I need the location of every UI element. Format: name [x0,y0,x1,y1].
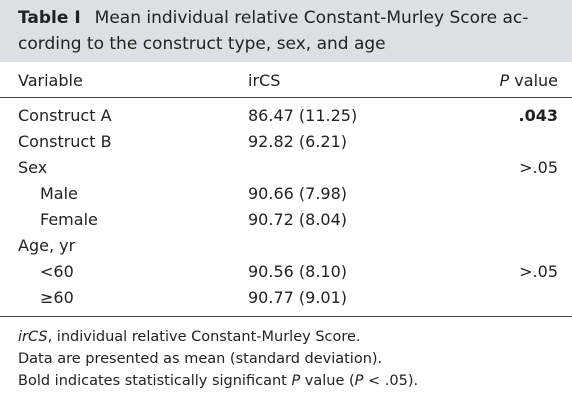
footnote-abbr-text: , individual relative Constant-Murley Sc… [47,329,361,345]
header-variable: Variable [18,71,83,90]
table-row: Age, yr [0,233,572,259]
row-variable: Construct B [18,132,112,151]
row-ircs: 90.77 (9.01) [248,288,347,307]
table-bottom-rule [0,316,572,317]
row-p-value: .043 [518,106,558,125]
header-p-rest: value [509,71,558,90]
header-row: Variable irCS P value [0,68,572,94]
table-footnotes: irCS, individual relative Constant-Murle… [18,326,563,392]
table-row: Female 90.72 (8.04) [0,207,572,233]
footnote-p-letter: P [291,373,301,389]
row-variable: Construct A [18,106,112,125]
header-p-value: P value [500,68,558,94]
footnote-bold-text-b: value ( [300,373,355,389]
caption-text-1: Mean individual relative Constant-Murley… [94,8,529,28]
table-row: ≥60 90.77 (9.01) [0,285,572,311]
footnote-data-note: Data are presented as mean (standard dev… [18,351,383,367]
footnote-p-letter-2: P [354,373,364,389]
row-ircs: 92.82 (6.21) [248,132,347,151]
row-variable: Age, yr [18,236,76,255]
table-row: Construct A 86.47 (11.25) .043 [0,103,572,129]
row-variable: Sex [18,158,48,177]
footnote-bold-text-a: Bold indicates statistically significant [18,373,292,389]
row-ircs: 90.72 (8.04) [248,210,347,229]
footnote-bold-text-c: < .05). [363,373,419,389]
row-variable: Female [40,210,98,229]
footnote-bold-note: Bold indicates statistically significant… [18,370,563,392]
table-row: Male 90.66 (7.98) [0,181,572,207]
row-variable: <60 [40,262,74,281]
table-row: Sex >.05 [0,155,572,181]
row-variable: Male [40,184,78,203]
footnote-abbr-term: irCS [18,329,48,345]
header-rule [0,97,572,98]
row-p-value: >.05 [519,262,558,281]
row-ircs: 90.66 (7.98) [248,184,347,203]
row-ircs: 86.47 (11.25) [248,106,358,125]
header-p-letter: P [499,71,510,90]
table-label: Table I [18,8,81,28]
row-p-value: >.05 [519,158,558,177]
caption-line-1: Table I Mean individual relative Constant… [18,5,562,31]
row-ircs: 90.56 (8.10) [248,262,347,281]
header-ircs: irCS [248,71,281,90]
footnote-abbreviation: irCS, individual relative Constant-Murle… [18,326,563,348]
table-row: <60 90.56 (8.10) >.05 [0,259,572,285]
table-row: Construct B 92.82 (6.21) [0,129,572,155]
caption-line-2: cording to the construct type, sex, and … [18,34,386,54]
table-caption: Table I Mean individual relative Constant… [0,0,572,62]
row-variable: ≥60 [40,288,74,307]
